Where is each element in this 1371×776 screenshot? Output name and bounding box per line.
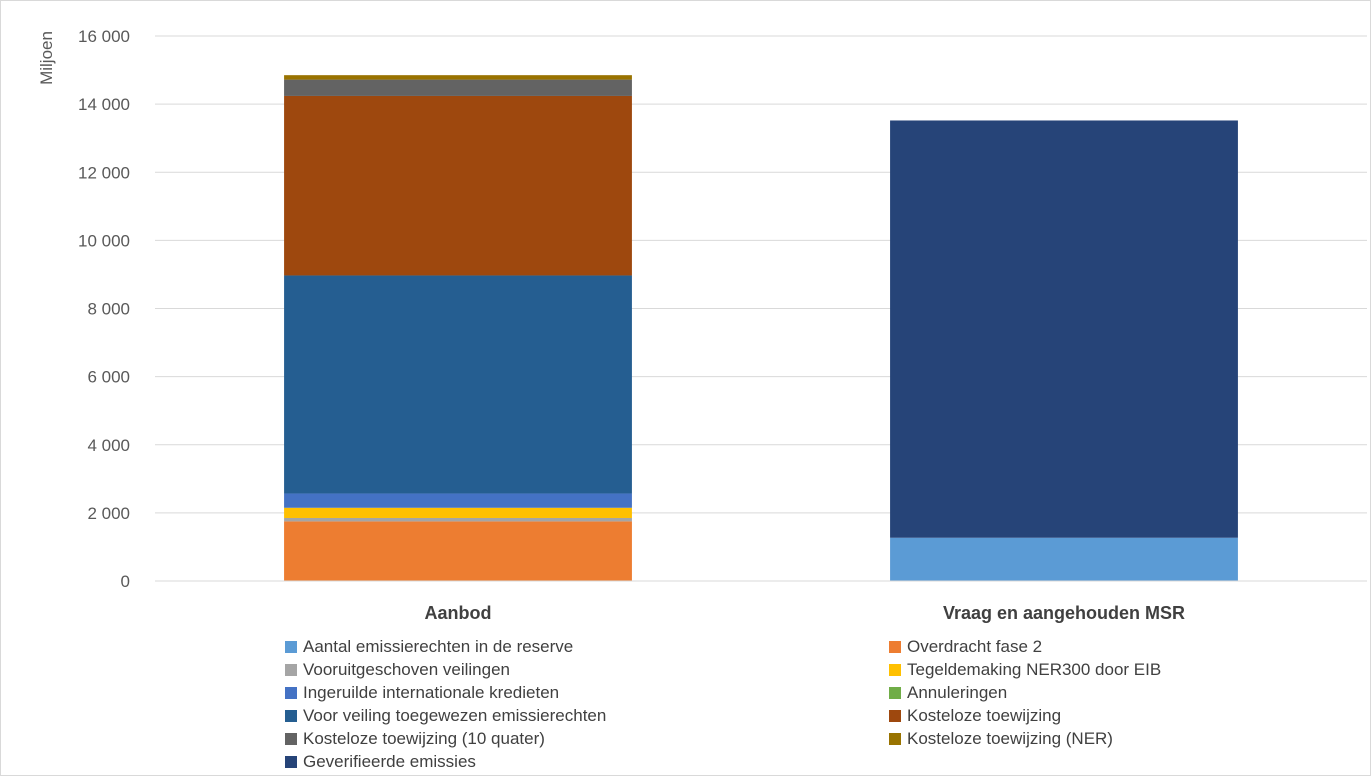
legend-item: Kosteloze toewijzing <box>889 705 1365 727</box>
legend-label: Tegeldemaking NER300 door EIB <box>907 660 1162 679</box>
legend-swatch <box>285 687 297 699</box>
legend-label: Ingeruilde internationale kredieten <box>303 683 560 702</box>
legend-swatch <box>285 756 297 768</box>
bar-segment <box>890 537 1238 581</box>
y-tick-label: 6 000 <box>87 368 130 387</box>
y-tick-label: 14 000 <box>78 95 130 114</box>
legend-swatch <box>889 687 901 699</box>
x-axis-category-labels: Aanbod Vraag en aangehouden MSR <box>425 603 1186 623</box>
legend-item: Kosteloze toewijzing (10 quater) <box>285 728 889 750</box>
x-category-label: Vraag en aangehouden MSR <box>943 603 1185 623</box>
legend-item: Geverifieerde emissies <box>285 751 889 773</box>
legend-label: Kosteloze toewijzing <box>907 706 1062 725</box>
legend-swatch <box>889 641 901 653</box>
bar-segment <box>284 95 632 276</box>
legend-label: Kosteloze toewijzing (10 quater) <box>303 729 545 748</box>
legend-item: Aantal emissierechten in de reserve <box>285 636 889 658</box>
bar-segment <box>284 507 632 518</box>
legend-item: Annuleringen <box>889 682 1365 704</box>
legend-label: Overdracht fase 2 <box>907 637 1043 656</box>
legend-swatch <box>889 710 901 722</box>
bar-segment <box>890 120 1238 538</box>
bar-segment <box>284 521 632 581</box>
legend-swatch <box>889 733 901 745</box>
y-tick-label: 16 000 <box>78 27 130 46</box>
legend-item: Tegeldemaking NER300 door EIB <box>889 659 1365 681</box>
x-category-label: Aanbod <box>425 603 492 623</box>
legend-item: Kosteloze toewijzing (NER) <box>889 728 1365 750</box>
legend-item: Overdracht fase 2 <box>889 636 1365 658</box>
legend-swatch <box>889 664 901 676</box>
y-tick-label: 2 000 <box>87 504 130 523</box>
y-tick-label: 10 000 <box>78 231 130 250</box>
bar-segment <box>284 493 632 508</box>
bars <box>284 75 1238 581</box>
legend-label: Geverifieerde emissies <box>303 752 476 771</box>
bar-segment <box>284 75 632 80</box>
bar-segment <box>284 275 632 494</box>
y-axis-tick-labels: 0 2 000 4 000 6 000 8 000 10 000 12 000 14 000 1… <box>78 27 130 591</box>
stacked-bar-chart: 0 2 000 4 000 6 000 8 000 10 000 12 000 14 000 1… <box>37 27 1367 623</box>
legend-label: Kosteloze toewijzing (NER) <box>907 729 1113 748</box>
bar-segment <box>284 517 632 522</box>
y-tick-label: 12 000 <box>78 163 130 182</box>
legend-swatch <box>285 710 297 722</box>
legend-swatch <box>285 733 297 745</box>
legend-swatch <box>285 664 297 676</box>
legend-label: Aantal emissierechten in de reserve <box>303 637 574 656</box>
bar-segment <box>284 79 632 96</box>
legend-item: Ingeruilde internationale kredieten <box>285 682 889 704</box>
y-tick-label: 8 000 <box>87 300 130 319</box>
legend: Aantal emissierechten in de reserve Overd… <box>285 636 1365 773</box>
legend-label: Vooruitgeschoven veilingen <box>303 660 510 679</box>
legend-item: Voor veiling toegewezen emissierechten <box>285 705 889 727</box>
y-axis-title: Miljoen <box>37 31 56 85</box>
legend-item: Vooruitgeschoven veilingen <box>285 659 889 681</box>
y-tick-label: 0 <box>121 572 130 591</box>
legend-swatch <box>285 641 297 653</box>
y-tick-label: 4 000 <box>87 436 130 455</box>
legend-label: Voor veiling toegewezen emissierechten <box>303 706 607 725</box>
legend-label: Annuleringen <box>907 683 1008 702</box>
